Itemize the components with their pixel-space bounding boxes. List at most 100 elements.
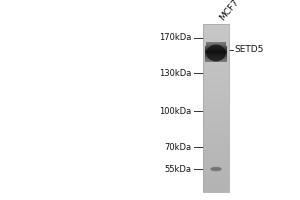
Bar xyxy=(203,104,229,105)
Bar xyxy=(203,60,229,62)
Bar xyxy=(203,182,229,184)
Text: 55kDa: 55kDa xyxy=(164,164,191,173)
Bar xyxy=(203,109,229,111)
Bar xyxy=(203,114,229,115)
Bar xyxy=(203,151,229,153)
Bar xyxy=(203,174,229,175)
Bar xyxy=(203,163,229,164)
Bar xyxy=(205,51,227,52)
Bar xyxy=(203,149,229,150)
Bar xyxy=(203,175,229,177)
Text: 100kDa: 100kDa xyxy=(159,106,191,116)
Bar xyxy=(203,122,229,123)
Bar xyxy=(205,60,227,61)
Bar xyxy=(205,57,227,58)
Bar xyxy=(203,59,229,60)
Bar xyxy=(203,177,229,178)
Bar xyxy=(203,150,229,151)
Bar xyxy=(203,48,229,49)
Bar xyxy=(203,107,229,108)
Bar xyxy=(203,126,229,128)
Bar xyxy=(205,54,227,55)
Bar xyxy=(203,121,229,122)
Bar xyxy=(203,32,229,34)
Bar xyxy=(203,164,229,165)
Bar xyxy=(203,115,229,116)
Bar xyxy=(203,38,229,39)
Bar xyxy=(203,46,229,48)
Bar xyxy=(203,125,229,126)
Bar xyxy=(203,42,229,44)
Bar xyxy=(203,65,229,66)
Bar xyxy=(203,28,229,30)
Bar xyxy=(203,189,229,191)
Bar xyxy=(203,118,229,119)
Bar xyxy=(203,98,229,100)
Bar xyxy=(205,50,227,51)
Bar xyxy=(203,160,229,161)
Bar xyxy=(203,58,229,59)
Bar xyxy=(203,30,229,31)
Bar xyxy=(203,74,229,76)
Bar xyxy=(203,123,229,125)
Bar xyxy=(203,116,229,118)
Bar xyxy=(203,105,229,107)
Bar xyxy=(203,91,229,93)
Bar xyxy=(203,102,229,104)
Bar xyxy=(203,62,229,63)
Bar xyxy=(203,97,229,98)
Bar xyxy=(203,119,229,121)
Bar xyxy=(203,63,229,65)
Bar xyxy=(205,58,227,59)
Bar xyxy=(203,129,229,130)
Bar xyxy=(203,135,229,136)
Bar xyxy=(203,181,229,182)
Bar xyxy=(203,72,229,73)
Bar xyxy=(203,67,229,69)
Text: 170kDa: 170kDa xyxy=(159,33,191,43)
Bar xyxy=(203,93,229,94)
Bar xyxy=(205,52,227,53)
Bar xyxy=(203,153,229,154)
Bar xyxy=(203,86,229,87)
Bar xyxy=(203,172,229,174)
Bar xyxy=(203,37,229,38)
Bar xyxy=(203,108,229,109)
Bar xyxy=(203,25,229,27)
Bar xyxy=(205,55,227,56)
Bar xyxy=(203,167,229,168)
Bar xyxy=(203,84,229,86)
Bar xyxy=(206,43,226,44)
Bar xyxy=(203,128,229,129)
Bar xyxy=(203,66,229,67)
Bar xyxy=(203,79,229,80)
Bar xyxy=(205,47,227,48)
Bar xyxy=(203,69,229,70)
Bar xyxy=(203,101,229,102)
Bar xyxy=(203,39,229,41)
Bar xyxy=(206,46,226,47)
Bar xyxy=(203,186,229,188)
Bar xyxy=(203,132,229,133)
Bar xyxy=(203,45,229,46)
Bar xyxy=(203,161,229,163)
Bar xyxy=(203,55,229,56)
Text: 70kDa: 70kDa xyxy=(164,142,191,152)
Bar xyxy=(203,81,229,83)
Bar xyxy=(203,171,229,172)
Bar xyxy=(203,136,229,137)
Bar xyxy=(203,133,229,135)
Bar xyxy=(203,156,229,157)
Bar xyxy=(203,185,229,186)
Bar xyxy=(203,112,229,114)
Bar xyxy=(203,158,229,160)
Bar xyxy=(203,143,229,144)
Text: SETD5: SETD5 xyxy=(235,46,264,54)
Bar xyxy=(203,35,229,37)
Bar xyxy=(203,184,229,185)
Bar xyxy=(203,73,229,74)
Bar xyxy=(203,111,229,112)
Bar xyxy=(205,61,227,62)
Bar xyxy=(203,80,229,81)
Bar xyxy=(203,179,229,181)
